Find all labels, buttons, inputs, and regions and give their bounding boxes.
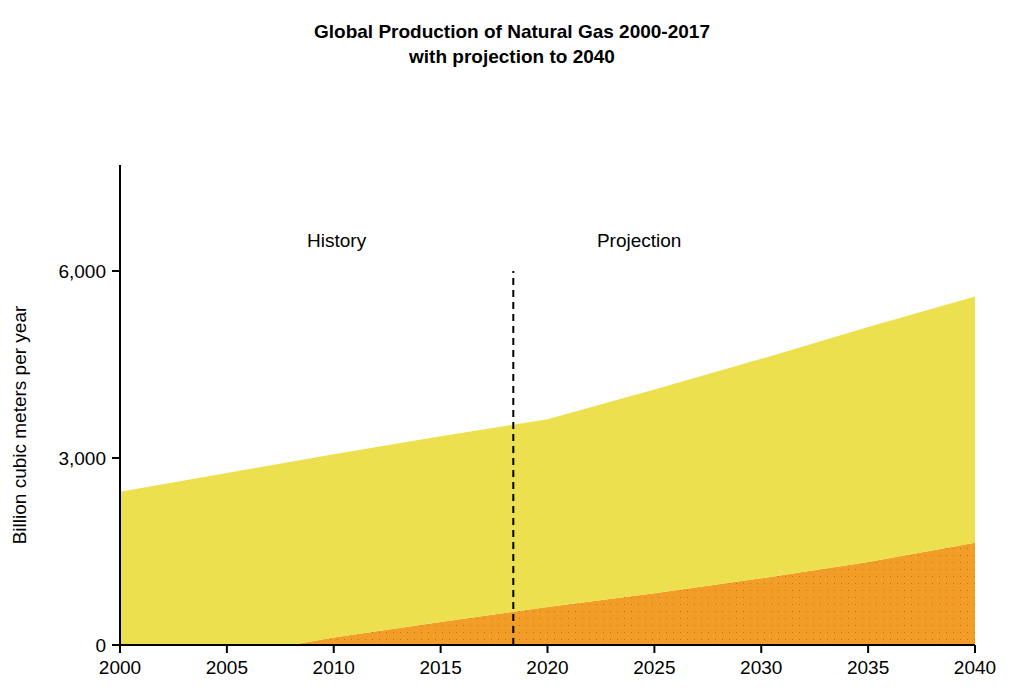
x-tick [653, 645, 655, 653]
x-tick-label: 2015 [419, 657, 461, 678]
y-tick [112, 270, 120, 272]
annotation: Projection [597, 230, 682, 251]
x-tick-label: 2030 [740, 657, 782, 678]
x-tick-label: 2010 [313, 657, 355, 678]
x-tick [333, 645, 335, 653]
y-tick-label: 6,000 [58, 261, 106, 282]
x-tick [760, 645, 762, 653]
x-tick [440, 645, 442, 653]
y-tick [112, 457, 120, 459]
y-axis-label: Billion cubic meters per year [9, 305, 30, 544]
x-tick-label: 2005 [206, 657, 248, 678]
y-tick-label: 0 [95, 635, 106, 656]
y-tick-label: 3,000 [58, 448, 106, 469]
x-tick [226, 645, 228, 653]
plot-area [120, 297, 975, 645]
projection-line [512, 271, 514, 645]
y-tick [112, 644, 120, 646]
x-tick [974, 645, 976, 653]
chart: Global Production of Natural Gas 2000-20… [0, 0, 1024, 700]
x-tick-label: 2035 [847, 657, 889, 678]
x-tick [119, 645, 121, 653]
x-tick-label: 2020 [526, 657, 568, 678]
x-tick [547, 645, 549, 653]
subtitle: with projection to 2040 [408, 46, 615, 67]
area-series-1 [120, 297, 975, 645]
x-tick-label: 2000 [99, 657, 141, 678]
x-tick-label: 2025 [633, 657, 675, 678]
title: Global Production of Natural Gas 2000-20… [314, 21, 710, 42]
annotation: History [307, 230, 367, 251]
x-tick [867, 645, 869, 653]
y-axis [119, 165, 121, 645]
x-tick-label: 2040 [954, 657, 996, 678]
